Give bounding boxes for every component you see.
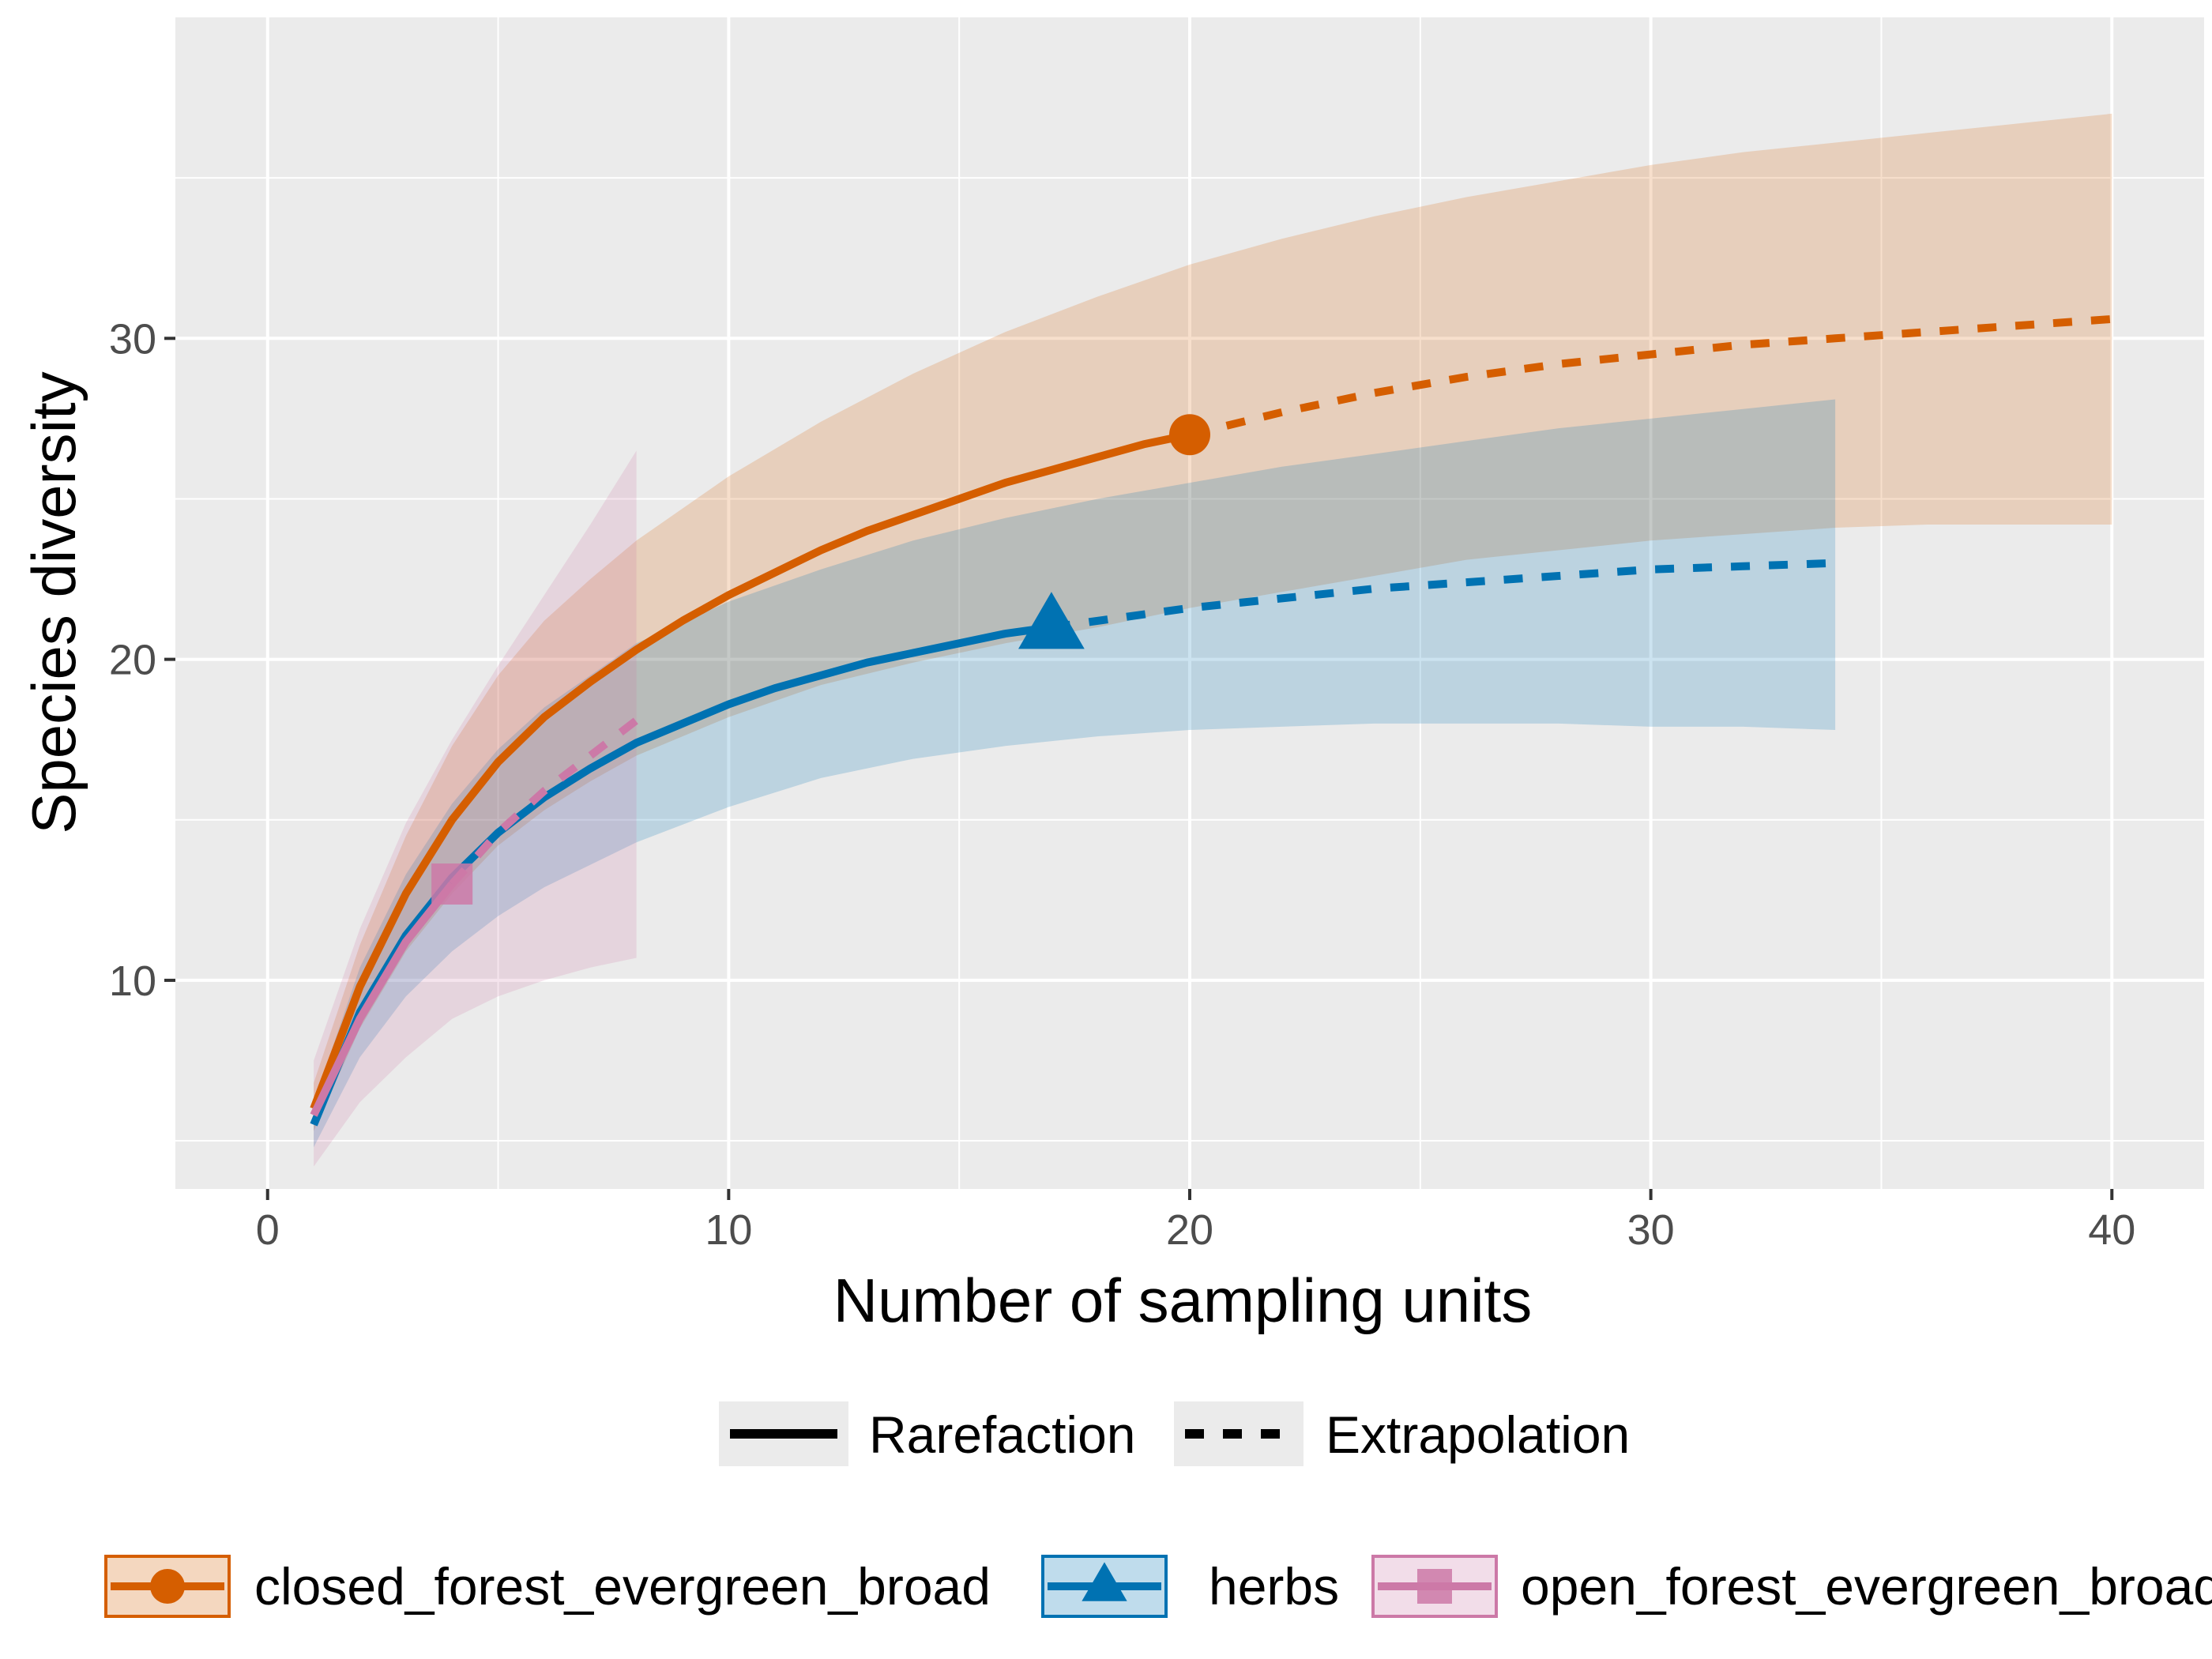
reference-point-closed_forest_evergreen_broad [1169, 414, 1210, 456]
confidence-band-closed_forest_evergreen_broad [314, 113, 2112, 1131]
series-legend: closed_forest_evergreen_broad herbs open_f… [104, 1555, 2212, 1618]
y-axis-title: Species diversity [19, 371, 88, 833]
linetype-label: Rarefaction [869, 1405, 1136, 1464]
confidence-band-herbs [314, 399, 1836, 1148]
x-tick-label: 40 [2088, 1206, 2135, 1254]
grid-lines [175, 17, 2204, 1189]
series-key-marker-herbs [1082, 1562, 1127, 1601]
series-label: herbs [1209, 1557, 1339, 1616]
x-tick-label: 10 [705, 1206, 752, 1254]
extrapolation-line-open_forest_evergreen_broad [449, 717, 639, 887]
rarefaction-line-closed_forest_evergreen_broad [310, 431, 1191, 1111]
series-key-marker-open_forest_evergreen_broad [1417, 1569, 1452, 1604]
y-tick-label: 30 [109, 315, 156, 363]
rarefaction-line-open_forest_evergreen_broad [310, 881, 456, 1117]
x-tick-label: 20 [1166, 1206, 1213, 1254]
y-tick-label: 10 [109, 957, 156, 1005]
x-tick-label: 30 [1627, 1206, 1675, 1254]
series-key-marker-closed_forest_evergreen_broad [150, 1569, 185, 1604]
linetype-label: Extrapolation [1326, 1405, 1630, 1464]
axis-ticks: 0 10 20 30 40 10 20 30 [109, 315, 2135, 1254]
series-label: closed_forest_evergreen_broad [254, 1557, 991, 1616]
extrapolation-line-herbs [1051, 559, 1836, 631]
reference-point-open_forest_evergreen_broad [431, 863, 473, 905]
confidence-bands [314, 113, 2112, 1167]
y-tick-label: 20 [109, 637, 156, 684]
reference-point-herbs [1018, 592, 1085, 649]
series-label: open_forest_evergreen_broad [1521, 1557, 2212, 1616]
extrapolation-line-closed_forest_evergreen_broad [1188, 314, 2112, 439]
reference-markers [431, 414, 1210, 905]
linetype-legend: Rarefaction Extrapolation [719, 1401, 1630, 1466]
x-axis-title: Number of sampling units [833, 1266, 1532, 1335]
x-tick-label: 0 [256, 1206, 280, 1254]
confidence-band-open_forest_evergreen_broad [314, 450, 637, 1167]
